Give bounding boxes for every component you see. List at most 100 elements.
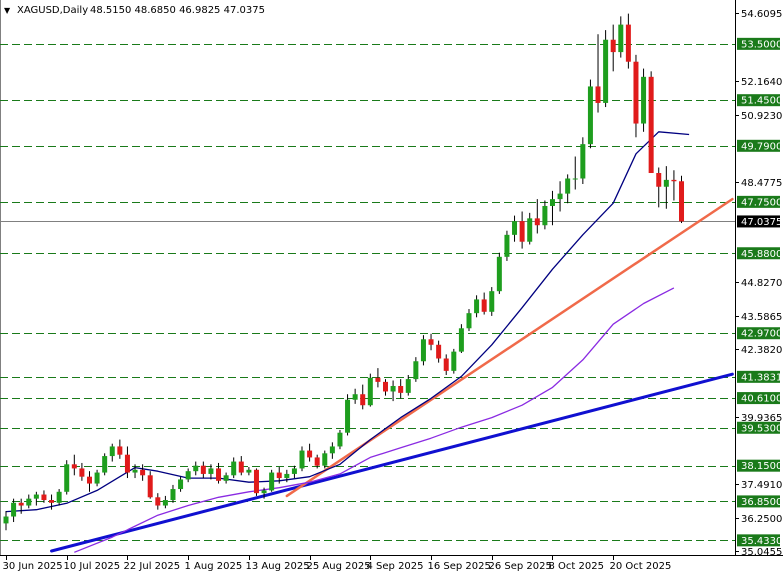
candle-body: [572, 178, 578, 180]
candle-body: [11, 502, 17, 517]
candle-body: [307, 450, 313, 458]
time-tick-label: 26 Sep 2025: [489, 561, 552, 572]
candle-body: [542, 205, 548, 226]
candle-body: [124, 454, 130, 473]
level-price-label-bg: [737, 495, 780, 508]
price-tick-label: 50.9230: [741, 111, 782, 122]
candle-body: [253, 469, 259, 494]
candle-body: [679, 181, 685, 222]
time-tick-label: 25 Aug 2025: [307, 561, 371, 572]
candle-body: [109, 446, 115, 457]
candle-body: [352, 394, 358, 400]
level-price-label: 49.7900: [741, 141, 782, 152]
candle-body: [633, 61, 639, 124]
candle-body: [79, 468, 85, 477]
candle-body: [390, 385, 396, 392]
candle-body: [3, 516, 9, 524]
level-price-label: 47.7500: [741, 197, 782, 208]
candle-body: [26, 498, 32, 506]
candle-body: [527, 218, 533, 242]
level-price-label: 51.4500: [741, 96, 782, 107]
level-price-label: 40.6100: [741, 394, 782, 405]
price-tick-label: 48.4775: [741, 178, 782, 189]
candle-body: [49, 500, 55, 503]
level-price-label: 41.3831: [741, 372, 782, 383]
candle-body: [345, 399, 351, 433]
candle-body: [375, 377, 381, 382]
candle-body: [671, 179, 677, 182]
price-tick-label: 39.9365: [741, 413, 782, 424]
level-price-label: 38.1500: [741, 461, 782, 472]
time-tick-label: 10 Jul 2025: [64, 561, 121, 572]
candle-body: [193, 465, 199, 472]
candle-body: [504, 234, 510, 257]
candle-body: [519, 221, 525, 242]
candle-body: [625, 24, 631, 62]
price-tick-label: 42.3820: [741, 345, 782, 356]
candle-body: [185, 471, 191, 480]
level-price-label: 42.9700: [741, 329, 782, 340]
candle-body: [587, 86, 593, 145]
candle-body: [436, 344, 442, 359]
candle-body: [269, 472, 275, 491]
collapse-icon[interactable]: ▼: [4, 6, 11, 15]
current-price-label-bg: [737, 215, 780, 228]
trendline-blue: [50, 372, 734, 553]
candle-body: [443, 358, 449, 371]
candle-body: [18, 502, 24, 506]
candle-body: [162, 500, 168, 506]
time-tick-label: 1 Aug 2025: [185, 561, 243, 572]
price-tick-label: 36.2500: [741, 514, 782, 525]
level-price-label-bg: [737, 534, 780, 547]
candle-body: [314, 457, 320, 466]
price-tick-label: 54.6095: [741, 9, 782, 20]
candle-body: [178, 479, 184, 490]
candle-body: [549, 199, 555, 206]
candle-body: [231, 461, 237, 476]
candle-body: [140, 469, 146, 476]
candle-body: [663, 179, 669, 187]
candle-body: [299, 450, 305, 469]
candle-body: [367, 377, 373, 406]
level-price-label: 45.8800: [741, 249, 782, 260]
candle-body: [360, 394, 366, 406]
moving-averages: [5, 131, 690, 553]
level-price-label-bg: [737, 94, 780, 107]
candle-body: [458, 328, 464, 352]
candle-body: [595, 86, 601, 103]
candle-body: [420, 339, 426, 362]
level-price-label: 53.5000: [741, 39, 782, 50]
level-price-label-bg: [737, 392, 780, 405]
time-tick-label: 13 Aug 2025: [246, 561, 310, 572]
candle-body: [648, 76, 654, 174]
candle-body: [481, 299, 487, 312]
time-tick-label: 30 Jun 2025: [3, 561, 63, 572]
price-tick-label: 52.1640: [741, 77, 782, 88]
candle-body: [94, 472, 100, 484]
candle-body: [610, 39, 616, 53]
candle-body: [603, 39, 609, 103]
level-price-label-bg: [737, 421, 780, 434]
level-price-label: 39.5300: [741, 423, 782, 434]
candle-body: [580, 144, 586, 179]
candle-body: [641, 76, 647, 124]
moving-average-long: [74, 287, 675, 553]
price-axis: 54.6095 52.1640 50.9230 48.4775 44.8270 43.58…: [735, 9, 782, 558]
candle-body: [337, 432, 343, 447]
candles: [3, 13, 685, 531]
candle-body: [238, 461, 244, 473]
chart-header: ▼ XAGUSD,Daily 48.5150 48.6850 46.9825 4…: [4, 5, 265, 16]
candle-body: [512, 221, 518, 235]
candle-body: [223, 475, 229, 481]
level-price-label-bg: [737, 195, 780, 208]
candle-body: [496, 256, 502, 292]
candle-body: [33, 494, 39, 499]
time-tick-label: 4 Sep 2025: [367, 561, 424, 572]
candle-body: [147, 475, 153, 498]
price-tick-label: 37.4910: [741, 480, 782, 491]
candle-body: [246, 469, 252, 473]
candle-body: [489, 291, 495, 312]
